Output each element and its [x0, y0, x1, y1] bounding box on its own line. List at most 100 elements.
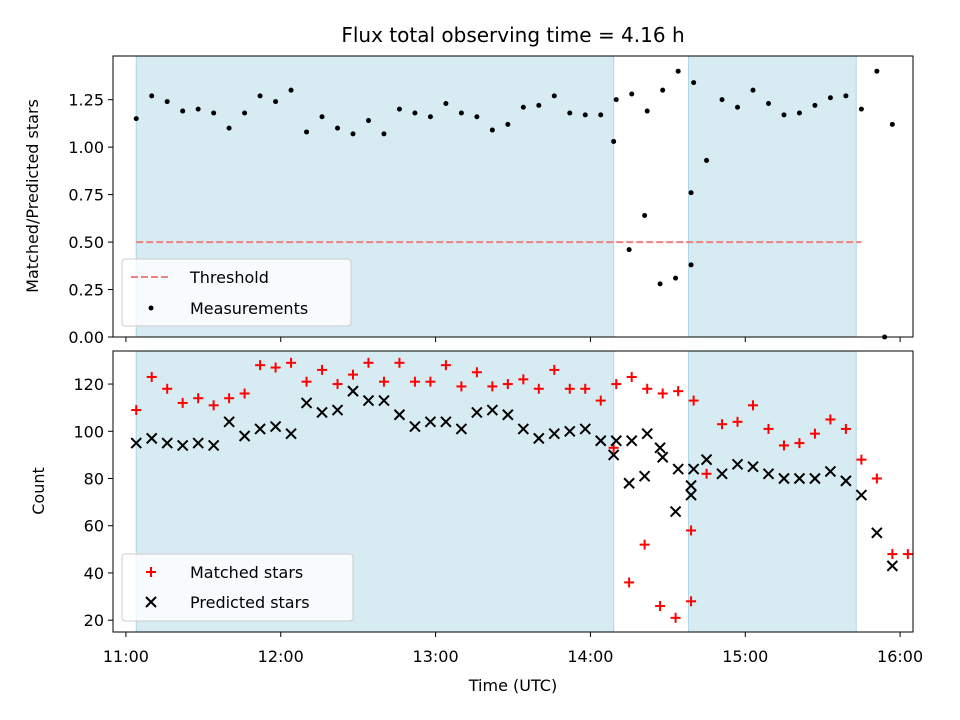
x-axis-label: Time (UTC): [468, 676, 557, 695]
measurements-point-17: [396, 106, 402, 112]
measurements-point-41: [673, 275, 679, 281]
predicted-stars-point-34: [656, 451, 669, 463]
predicted-stars-point-5: [207, 439, 220, 452]
legend-matched-label: Matched stars: [190, 563, 303, 582]
x-tick-label-14-00: 14:00: [567, 647, 613, 666]
predicted-stars-point-3: [176, 439, 189, 452]
predicted-stars-point-19: [424, 416, 437, 428]
legend-matched-swatch: [146, 567, 156, 577]
matched-stars-point-14: [348, 369, 358, 380]
matched-stars-point-52: [825, 414, 836, 425]
measurements-point-18: [412, 110, 418, 116]
measurements-point-6: [226, 125, 232, 131]
predicted-stars-point-35: [672, 463, 684, 475]
matched-stars-point-27: [549, 364, 560, 375]
measurements-point-54: [858, 106, 864, 112]
predicted-stars-point-51: [809, 472, 821, 485]
predicted-stars-point-16: [378, 394, 390, 407]
measurements-point-47: [750, 87, 756, 93]
measurements-point-5: [211, 110, 217, 116]
matched-stars-point-43: [686, 525, 697, 536]
matched-stars-point-10: [286, 357, 297, 368]
predicted-stars-point-32: [626, 435, 638, 447]
shaded-interval-1: [687, 55, 857, 338]
matched-stars-point-7: [239, 388, 250, 399]
matched-stars-point-38: [624, 577, 635, 588]
predicted-stars-point-4: [192, 437, 204, 449]
predicted-stars-point-36: [687, 463, 700, 475]
measurements-point-0: [133, 116, 139, 122]
matched-stars-point-20: [440, 360, 451, 371]
predicted-stars-point-48: [762, 468, 775, 480]
measurements-point-40: [657, 281, 663, 287]
predicted-stars-point-39: [638, 470, 651, 482]
measurements-point-1: [149, 93, 155, 99]
predicted-stars-point-1: [146, 432, 158, 445]
y-tick-label-60: 60: [84, 517, 104, 536]
x-tick-label-15-00: 15:00: [722, 647, 768, 666]
bottom-panel: 20 40 60 80 100 120 11:00 12:00 13:00 14:00 15:00…: [29, 350, 923, 695]
measurements-point-48: [765, 100, 771, 106]
y-tick-label-0-50: 0.50: [68, 233, 104, 252]
predicted-stars-point-14: [347, 385, 359, 397]
x-tick-label-16-00: 16:00: [877, 647, 923, 666]
matched-stars-point-41: [670, 612, 681, 623]
matched-stars-point-17: [394, 357, 405, 368]
predicted-stars-point-22: [471, 406, 483, 419]
measurements-point-55: [874, 68, 880, 74]
matched-stars-point-28: [564, 383, 575, 394]
matched-stars-point-51: [809, 428, 820, 439]
predicted-stars-point-29: [579, 423, 591, 435]
matched-stars-point-33: [642, 383, 653, 394]
measurements-point-36: [691, 80, 697, 86]
predicted-stars-points: [130, 385, 899, 572]
predicted-stars-point-30: [595, 435, 607, 447]
predicted-stars-point-18: [409, 420, 421, 433]
measurements-point-3: [180, 108, 186, 114]
predicted-stars-point-13: [331, 404, 344, 416]
legend-measurements-swatch: [148, 305, 154, 311]
measurements-points: [133, 68, 895, 340]
predicted-stars-point-44: [700, 453, 713, 466]
predicted-stars-point-23: [486, 404, 499, 416]
matched-stars-point-30: [595, 395, 606, 406]
matched-stars-point-55: [871, 473, 882, 484]
predicted-stars-point-12: [316, 406, 328, 419]
predicted-stars-point-9: [269, 420, 282, 433]
matched-stars-point-13: [332, 379, 343, 390]
bottom-x-ticks: 11:00 12:00 13:00 14:00 15:00 16:00: [103, 632, 923, 666]
predicted-stars-point-52: [824, 465, 837, 478]
measurements-point-12: [319, 114, 325, 120]
predicted-stars-point-8: [254, 423, 266, 435]
legend-threshold-label: Threshold: [189, 268, 269, 287]
predicted-stars-point-7: [238, 430, 251, 442]
matched-stars-point-54: [856, 454, 867, 465]
matched-stars-point-0: [131, 405, 142, 416]
measurements-point-16: [381, 131, 387, 137]
matched-stars-point-9: [270, 362, 281, 373]
predicted-stars-point-25: [517, 423, 530, 435]
legend-predicted-swatch: [145, 596, 157, 608]
matched-stars-point-50: [794, 438, 805, 449]
measurements-point-27: [551, 93, 557, 99]
matched-stars-point-53: [840, 423, 851, 434]
predicted-stars-point-11: [300, 397, 313, 409]
predicted-stars-point-15: [362, 394, 375, 407]
predicted-stars-point-2: [161, 437, 173, 449]
top-y-ticks: 0.00 0.25 0.50 0.75 1.00 1.25: [68, 91, 113, 347]
matched-stars-point-56: [887, 549, 898, 560]
measurements-point-20: [443, 100, 449, 106]
top-y-axis-label: Matched/Predicted stars: [23, 99, 42, 293]
matched-stars-point-57: [902, 549, 913, 560]
measurements-point-24: [505, 121, 511, 127]
matched-stars-point-31: [611, 379, 622, 390]
matched-stars-point-32: [626, 371, 637, 382]
predicted-stars-point-47: [747, 460, 759, 473]
measurements-point-42: [688, 262, 694, 268]
measurements-point-22: [474, 114, 480, 120]
measurements-point-25: [520, 104, 526, 110]
predicted-stars-point-21: [455, 423, 468, 435]
measurements-point-7: [242, 110, 248, 116]
bottom-plot-frame: [112, 350, 914, 633]
